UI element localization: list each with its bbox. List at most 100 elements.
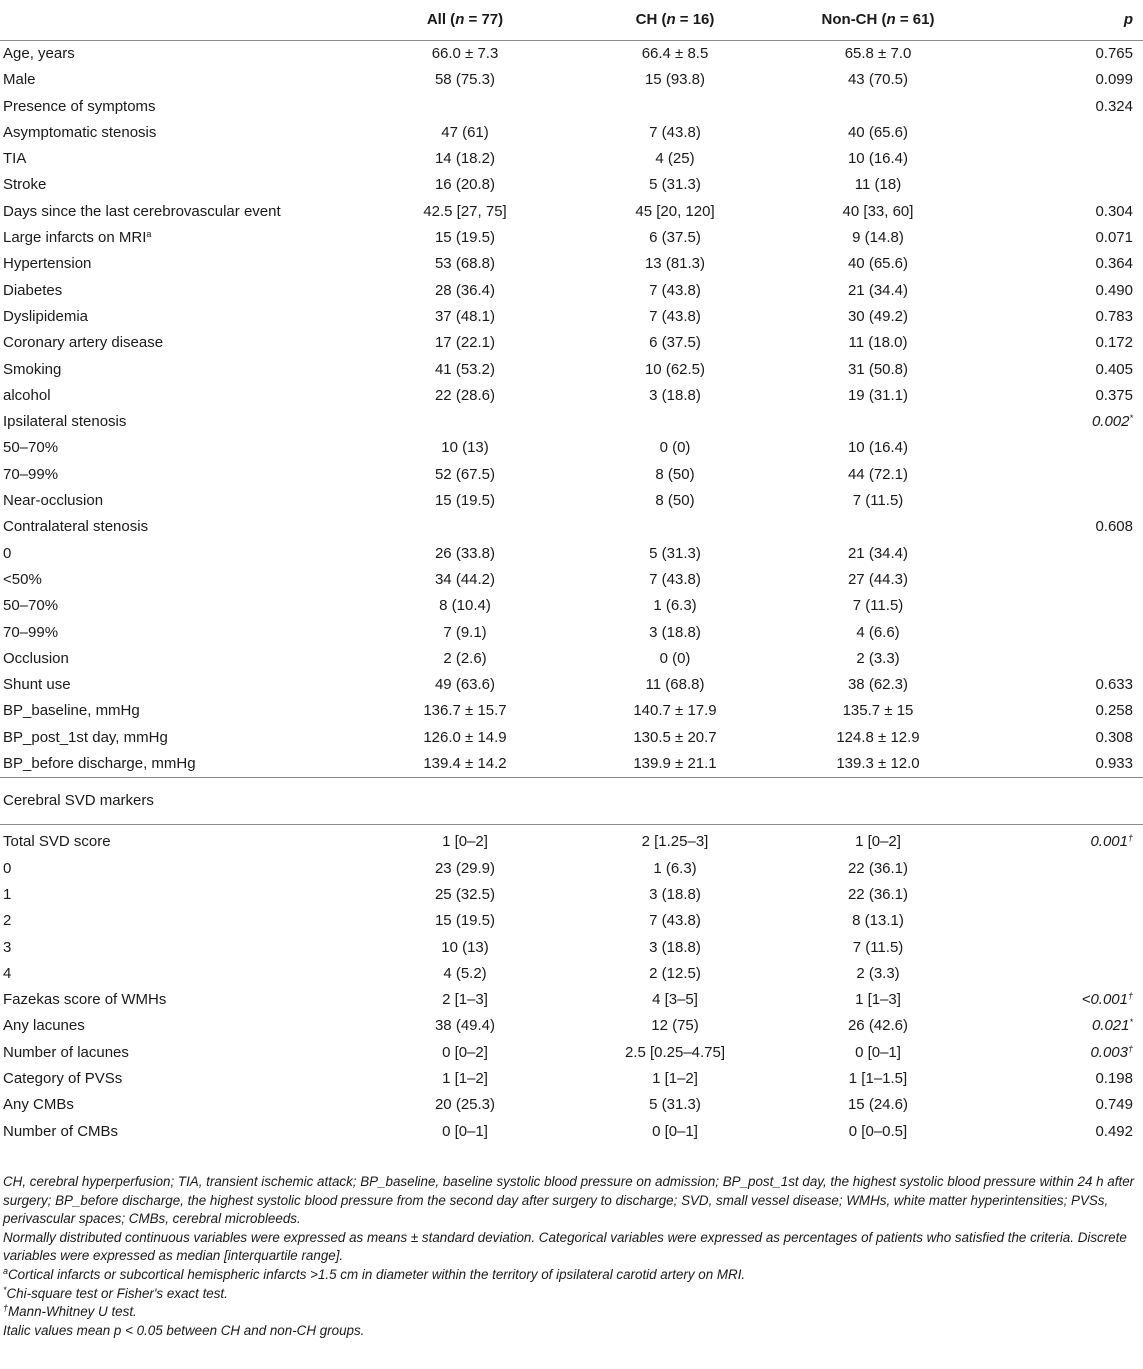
cell-all: 126.0 ± 14.9 <box>423 728 507 746</box>
cell-non-ch: 65.8 ± 7.0 <box>844 45 912 62</box>
table-row: Large infarcts on MRIa 15 (19.5) 6 (37.5) 9… <box>0 225 1143 251</box>
table-row: 50–70% 10 (13) 0 (0) 10 (16.4) <box>0 435 1143 461</box>
cell-non-ch: 7 (11.5) <box>852 597 904 615</box>
cell-ch: 7 (43.8) <box>649 570 701 588</box>
row-label: alcohol <box>3 386 51 404</box>
footnote-methods: Normally distributed continuous variable… <box>3 1229 1127 1264</box>
row-label: Shunt use <box>3 676 71 694</box>
row-label: Near-occlusion <box>3 492 104 510</box>
cell-non-ch: 9 (14.8) <box>852 229 904 247</box>
row-label: BP_post_1st day, mmHg <box>3 728 168 746</box>
cell-all: 23 (29.9) <box>434 859 496 877</box>
table-row: Days since the last cerebrovascular even… <box>0 199 1143 225</box>
table-row: Coronary artery disease 17 (22.1) 6 (37.5)… <box>0 330 1143 356</box>
cell-non-ch: 135.7 ± 15 <box>842 702 914 720</box>
cell-p: 0.258 <box>1095 702 1133 720</box>
cell-all: 139.4 ± 14.2 <box>340 751 590 779</box>
cell-p: 0.021* <box>1091 1017 1133 1035</box>
cell-non-ch: 21 (34.4) <box>847 281 909 299</box>
cell-all: 15 (19.5) <box>434 492 496 510</box>
header-non-ch: Non-CH (n = 61) <box>760 0 996 41</box>
table-row: BP_before discharge, mmHg 139.4 ± 14.2 139… <box>0 751 1143 779</box>
cell-ch: 2.5 [0.25–4.75] <box>624 1043 726 1061</box>
document: All (n = 77) CH (n = 16) Non-CH (n = 61)… <box>0 0 1143 1338</box>
cell-non-ch <box>760 94 996 120</box>
row-label: 50–70% <box>3 597 59 615</box>
table-row: Presence of symptoms 0.324 <box>0 94 1143 120</box>
row-label: Total SVD score <box>3 833 111 851</box>
table-row: Dyslipidemia 37 (48.1) 7 (43.8) 30 (49.2) 0.… <box>0 304 1143 330</box>
cell-p <box>996 593 1143 619</box>
table-row: TIA 14 (18.2) 4 (25) 10 (16.4) <box>0 146 1143 172</box>
cell-ch: 15 (93.8) <box>644 71 706 89</box>
table-row: Male 58 (75.3) 15 (93.8) 43 (70.5) 0.099 <box>0 67 1143 93</box>
cell-ch <box>590 94 760 120</box>
cell-p: 0.364 <box>1095 255 1133 273</box>
table-row: Diabetes 28 (36.4) 7 (43.8) 21 (34.4) 0.490 <box>0 278 1143 304</box>
cell-non-ch: 1 [1–1.5] <box>848 1069 908 1087</box>
cell-ch: 0 (0) <box>659 439 691 457</box>
cell-all: 1 [0–2] <box>442 833 488 851</box>
section-row: Cerebral SVD markers <box>0 777 1143 826</box>
cell-p: 0.375 <box>1095 386 1133 404</box>
cell-non-ch: 4 (6.6) <box>856 623 900 641</box>
cell-ch: 1 (6.3) <box>653 597 697 615</box>
footnote-dagger: †Mann-Whitney U test. <box>3 1303 137 1320</box>
cell-ch: 12 (75) <box>651 1017 699 1035</box>
table-body-svd: Total SVD score 1 [0–2] 2 [1.25–3] 1 [0–2] 0… <box>0 825 1143 1145</box>
cell-ch <box>590 514 760 540</box>
cell-p: 0.405 <box>1095 360 1133 378</box>
table-row: Any lacunes 38 (49.4) 12 (75) 26 (42.6) 0.02… <box>0 1013 1143 1039</box>
cell-ch: 7 (43.8) <box>649 281 701 299</box>
cell-ch: 2 (12.5) <box>649 964 701 982</box>
row-label: Diabetes <box>3 281 63 299</box>
cell-p: 0.001† <box>1090 833 1133 851</box>
cell-all: 8 (10.4) <box>439 597 491 615</box>
cell-ch: 0 [0–1] <box>652 1122 698 1140</box>
table-row: Number of CMBs 0 [0–1] 0 [0–1] 0 [0–0.5] 0.4… <box>0 1119 1143 1145</box>
row-label: <50% <box>3 570 42 588</box>
cell-ch: 6 (37.5) <box>649 229 701 247</box>
cell-non-ch: 2 (3.3) <box>856 649 900 667</box>
cell-non-ch: 0 [0–1] <box>855 1043 901 1061</box>
cell-all: 17 (22.1) <box>434 334 496 352</box>
cell-ch: 7 (43.8) <box>649 912 701 930</box>
header-p: p <box>996 0 1143 41</box>
table-row: Ipsilateral stenosis 0.002* <box>0 409 1143 435</box>
cell-p <box>996 435 1143 461</box>
table-row: Near-occlusion 15 (19.5) 8 (50) 7 (11.5) <box>0 488 1143 514</box>
cell-p: 0.783 <box>1095 307 1133 325</box>
cell-ch: 4 [3–5] <box>652 991 698 1009</box>
header-row: All (n = 77) CH (n = 16) Non-CH (n = 61)… <box>0 0 1143 41</box>
cell-p: 0.765 <box>1095 45 1133 62</box>
cell-p: 0.324 <box>1095 97 1133 115</box>
cell-p: 0.749 <box>1095 1096 1133 1114</box>
row-label: Fazekas score of WMHs <box>3 991 167 1009</box>
row-label: Occlusion <box>3 649 69 667</box>
cell-p <box>996 961 1143 987</box>
cell-p: 0.608 <box>1095 518 1133 536</box>
cell-ch: 2 [1.25–3] <box>641 833 709 851</box>
cell-non-ch: 44 (72.1) <box>847 465 909 483</box>
cell-ch: 6 (37.5) <box>649 334 701 352</box>
cell-non-ch: 139.3 ± 12.0 <box>760 751 996 779</box>
cell-all: 2 [1–3] <box>442 991 488 1009</box>
header-label <box>0 0 340 41</box>
cell-all: 22 (28.6) <box>434 386 496 404</box>
cell-p <box>996 462 1143 488</box>
row-label: Ipsilateral stenosis <box>3 413 127 431</box>
footnote-star: *Chi-square test or Fisher's exact test. <box>3 1284 228 1301</box>
cell-non-ch: 10 (16.4) <box>847 150 909 168</box>
cell-non-ch: 40 (65.6) <box>847 123 909 141</box>
header-ch: CH (n = 16) <box>590 0 760 41</box>
cell-ch: 5 (31.3) <box>649 1096 701 1114</box>
cell-all: 53 (68.8) <box>434 255 496 273</box>
table-row: alcohol 22 (28.6) 3 (18.8) 19 (31.1) 0.375 <box>0 383 1143 409</box>
cell-all: 34 (44.2) <box>434 570 496 588</box>
cell-all: 41 (53.2) <box>434 360 496 378</box>
row-label: Age, years <box>3 45 75 62</box>
table-section: Cerebral SVD markers <box>0 777 1143 826</box>
cell-non-ch: 0 [0–0.5] <box>848 1122 908 1140</box>
cell-p: 0.490 <box>1095 281 1133 299</box>
table-row: Hypertension 53 (68.8) 13 (81.3) 40 (65.6) 0… <box>0 251 1143 277</box>
